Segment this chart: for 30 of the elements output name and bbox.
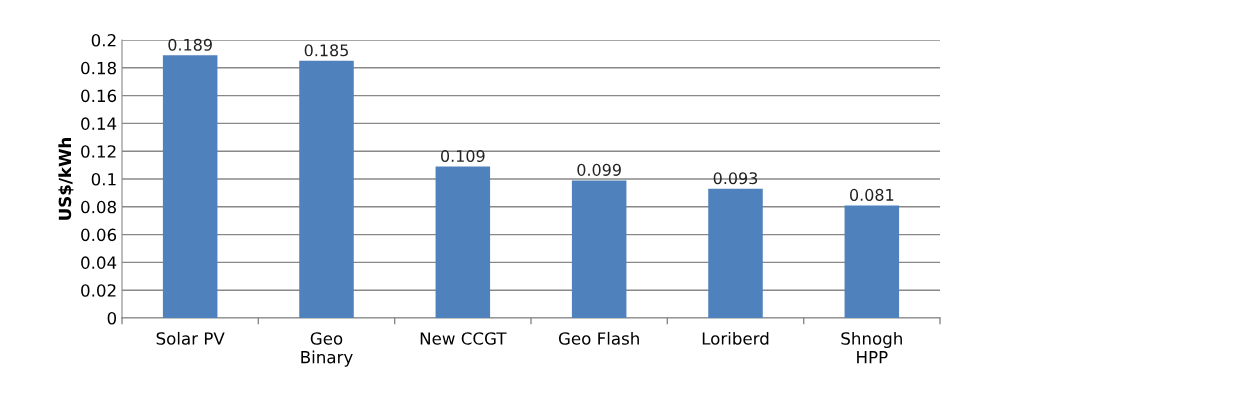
x-tick-label: Solar PV: [156, 331, 225, 345]
bar: [162, 55, 218, 318]
x-tick-label: Geo Binary: [301, 332, 353, 367]
bar: [435, 166, 491, 318]
y-tick-label: 0.02: [81, 284, 116, 297]
y-tick-label: 0: [107, 311, 117, 325]
y-tick-label: 0.1: [91, 172, 116, 186]
y-tick-label: 0.06: [81, 228, 117, 242]
y-tick-label: 0.2: [91, 33, 116, 47]
y-axis-title: US$/kWh: [58, 138, 74, 220]
data-label: 0.185: [304, 44, 348, 57]
x-tick-label: Loriberd: [702, 331, 769, 345]
x-tick-label: Geo Flash: [558, 331, 639, 345]
data-label: 0.093: [713, 172, 758, 185]
data-label: 0.081: [850, 188, 894, 201]
data-label: 0.189: [168, 38, 212, 51]
x-tick-label: Shnogh HPP: [841, 331, 902, 364]
bar: [299, 60, 354, 318]
y-tick-label: 0.12: [81, 145, 116, 158]
y-tick-label: 0.18: [81, 61, 116, 75]
bar: [571, 180, 627, 318]
bar: [844, 205, 900, 318]
y-tick-label: 0.16: [81, 89, 117, 103]
bar: [708, 188, 763, 318]
x-tick-label: New CCGT: [420, 332, 507, 345]
y-tick-label: 0.08: [81, 200, 116, 214]
data-label: 0.099: [577, 163, 621, 176]
y-tick-label: 0.14: [81, 117, 117, 130]
data-label: 0.109: [441, 149, 485, 163]
y-tick-label: 0.04: [81, 256, 117, 269]
